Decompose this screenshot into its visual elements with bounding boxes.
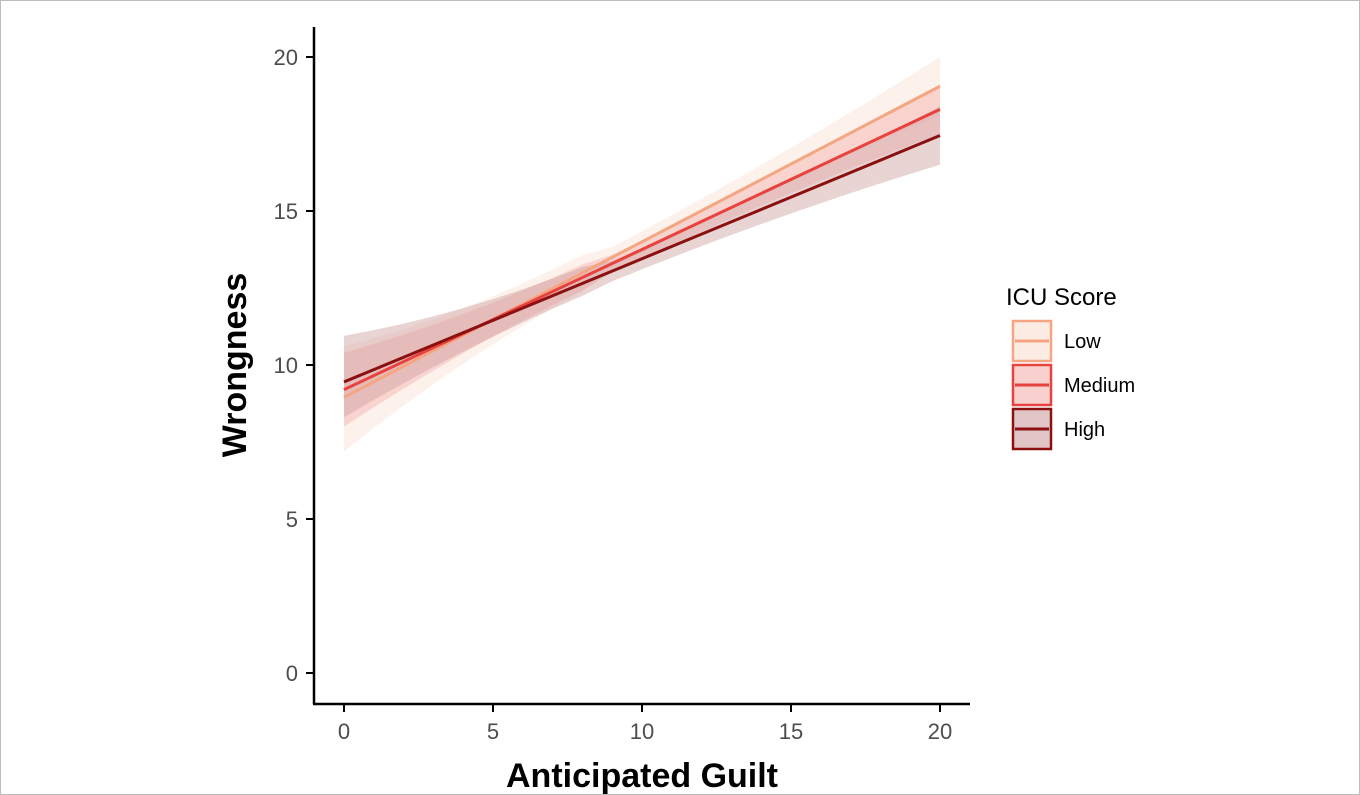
- x-tick-label: 0: [338, 719, 350, 744]
- legend-item-high: High: [1011, 407, 1105, 451]
- legend-label: High: [1064, 419, 1105, 441]
- legend-item-low: Low: [1011, 319, 1101, 363]
- x-tick-label: 15: [779, 719, 803, 744]
- confidence-bands: [344, 57, 940, 452]
- confidence-band-low: [344, 57, 940, 452]
- line-medium: [343, 108, 941, 391]
- line-high: [343, 134, 941, 384]
- y-axis-title: Wrongness: [216, 273, 254, 458]
- line-low: [343, 84, 941, 399]
- legend-item-medium: Medium: [1011, 363, 1135, 407]
- regression-lines: [343, 84, 941, 399]
- confidence-band-high: [344, 106, 940, 418]
- y-tick-label: 10: [274, 353, 298, 378]
- x-tick-label: 5: [487, 719, 499, 744]
- y-axis-ticks: 0 5 10 15 20: [274, 45, 314, 686]
- x-axis-ticks: 0 5 10 15 20: [338, 704, 952, 744]
- y-tick-label: 5: [286, 507, 298, 532]
- legend: ICU Score Low Medium High: [1006, 284, 1135, 451]
- x-tick-label: 10: [630, 719, 654, 744]
- y-tick-label: 0: [286, 661, 298, 686]
- legend-title: ICU Score: [1006, 284, 1117, 311]
- y-tick-label: 20: [274, 45, 298, 70]
- legend-label: Medium: [1064, 375, 1135, 397]
- x-tick-label: 20: [928, 719, 952, 744]
- confidence-band-medium: [344, 84, 940, 427]
- y-tick-label: 15: [274, 199, 298, 224]
- legend-label: Low: [1064, 331, 1101, 353]
- x-axis-title: Anticipated Guilt: [506, 757, 778, 795]
